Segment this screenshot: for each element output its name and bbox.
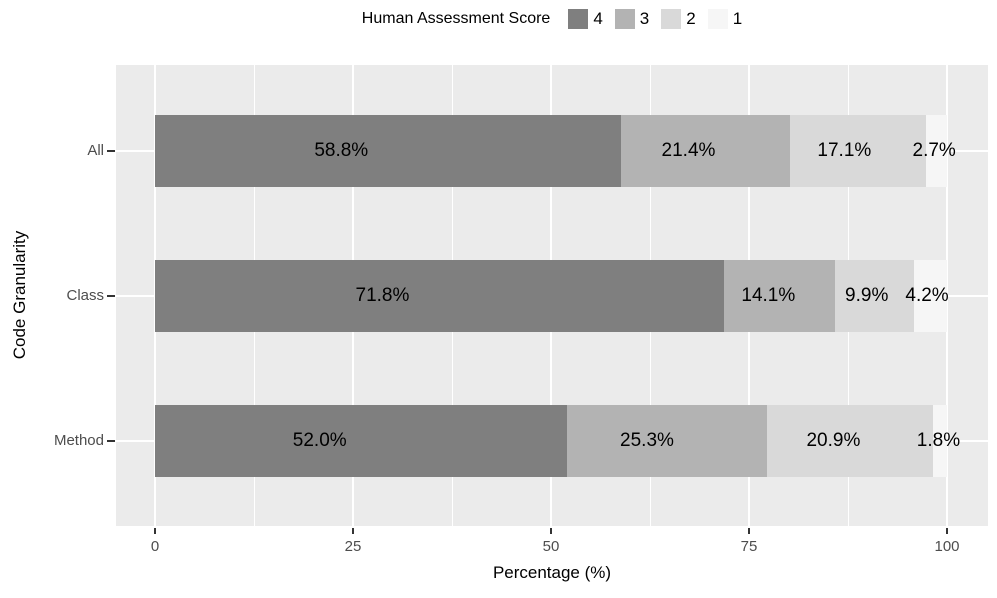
x-axis-tick-label: 100 [934,538,960,555]
legend-swatch-icon [661,9,682,29]
legend-item-score-4: 4 [568,9,603,29]
bar-segment-score-2 [767,405,933,477]
legend-title: Human Assessment Score [361,10,551,27]
bar-value-label: 21.4% [661,140,716,161]
bar-method [155,405,947,477]
y-axis-category-label-method: Method [53,432,104,449]
legend-item-score-3: 3 [614,9,650,29]
bar-segment-score-2 [790,115,926,187]
legend-swatch-icon [614,9,635,29]
x-axis-tick-label: 50 [542,538,560,555]
x-axis-tick-mark [946,528,948,534]
bar-segment-score-3 [723,260,836,332]
x-axis-tick-label: 0 [150,538,160,555]
y-axis-tick-mark [107,295,115,297]
bar-segment-score-1 [925,115,947,187]
legend-item-label: 1 [732,9,743,28]
bar-value-label: 14.1% [741,285,796,306]
bar-segment-score-4 [155,405,567,477]
plot-panel: 58.8% 21.4% 17.1% 2.7% 71.8% 14.1% 9.9% 4.2% 52.… [116,65,988,526]
legend-swatch-icon [568,9,589,29]
bar-value-label: 58.8% [314,140,369,161]
legend-swatch-icon [707,9,728,29]
bar-class [155,260,947,332]
y-axis-category-label-class: Class [66,287,104,304]
x-axis-tick-mark [550,528,552,534]
bar-value-label: 20.9% [806,430,861,451]
bar-value-label: 71.8% [355,285,410,306]
x-axis-tick-label: 25 [344,538,362,555]
y-axis-tick-mark [107,150,115,152]
bar-value-label: 2.7% [912,140,956,161]
bar-value-label: 25.3% [620,430,674,451]
bar-value-label: 1.8% [916,430,961,451]
legend-item-label: 4 [593,9,603,28]
legend-item-label: 3 [639,9,650,28]
bar-value-label: 52.0% [292,430,347,451]
legend-item-score-2: 2 [661,9,696,29]
y-axis-category-label-all: All [87,142,104,159]
bar-all [155,115,947,187]
bar-value-label: 9.9% [845,285,889,306]
legend-item-label: 2 [686,9,696,28]
gridline-vertical-major [946,65,948,526]
bar-value-label: 4.2% [905,285,949,306]
bar-segment-score-3 [620,115,791,187]
y-axis-tick-mark [107,440,115,442]
legend-item-score-1: 1 [707,9,743,29]
x-axis-tick-mark [154,528,156,534]
bar-segment-score-1 [913,260,947,332]
bar-value-label: 17.1% [817,140,872,161]
x-axis-title: Percentage (%) [492,563,612,582]
bar-segment-score-3 [566,405,768,477]
bar-segment-score-1 [932,405,947,477]
bar-segment-score-2 [835,260,914,332]
bar-segment-score-4 [155,115,621,187]
legend: Human Assessment Score 4 3 2 1 [116,4,988,34]
bar-segment-score-4 [155,260,724,332]
x-axis-tick-mark [352,528,354,534]
x-axis-tick-mark [748,528,750,534]
x-axis-tick-label: 75 [740,538,758,555]
